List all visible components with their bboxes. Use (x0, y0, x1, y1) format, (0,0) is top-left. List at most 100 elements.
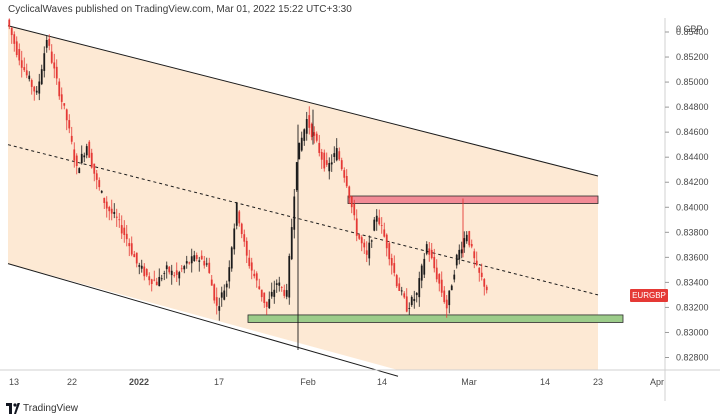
candle-body (395, 275, 398, 287)
candle-body (300, 137, 303, 151)
price-tick-label: 0.83000 (676, 327, 709, 337)
candle-body (183, 266, 186, 270)
candle-body (110, 208, 113, 214)
candle-body (433, 256, 436, 269)
candle-body (350, 196, 353, 208)
price-tick-label: 0.82800 (676, 353, 709, 363)
brand-label: TradingView (23, 402, 79, 414)
candle-body (295, 162, 298, 191)
candle-body (458, 249, 461, 260)
candle-body (188, 262, 191, 264)
candle-body (38, 81, 41, 94)
candle-body (25, 70, 28, 76)
candle-body (265, 301, 268, 307)
candle-body (333, 153, 336, 157)
candle-body (115, 216, 118, 218)
candle-body (120, 225, 123, 234)
price-tick-label: 0.85200 (676, 52, 709, 62)
candle-body (465, 234, 468, 242)
candle-body (140, 265, 143, 269)
candle-body (345, 176, 348, 187)
resistance-zone[interactable] (347, 195, 599, 204)
tradingview-logo-icon (6, 402, 20, 414)
candle-body (418, 278, 421, 298)
candle-body (173, 275, 176, 277)
candle-body (143, 266, 146, 277)
candle-body (63, 103, 66, 106)
candle-body (308, 115, 311, 128)
candle-body (220, 292, 223, 298)
candle-body (408, 308, 411, 309)
candle-body (290, 227, 293, 260)
candle-body (18, 49, 21, 61)
candle-body (85, 146, 88, 156)
price-axis[interactable]: 0.85400 0.85200 0.85000 0.84800 0.84600 0.844… (665, 27, 709, 363)
candle-body (213, 284, 216, 301)
candle-body (238, 211, 241, 224)
time-axis[interactable]: 13 22 2022 17 Feb 14 Mar 14 23 Apr (9, 377, 664, 387)
candle-body (313, 132, 316, 136)
candle-body (48, 38, 51, 46)
candle-body (125, 233, 128, 240)
candle-body (375, 215, 378, 222)
candle-body (273, 289, 276, 297)
support-zone[interactable] (247, 314, 624, 323)
candle-body (80, 153, 83, 164)
time-tick-label: Feb (300, 377, 316, 387)
candle-body (468, 231, 471, 246)
candle-body (320, 152, 323, 160)
candle-body (430, 249, 433, 259)
footer-brand[interactable]: TradingView (6, 400, 78, 416)
candle-body (60, 94, 63, 102)
candle-body (43, 53, 46, 71)
candle-body (483, 279, 486, 287)
candle-body (178, 272, 181, 279)
candle-body (235, 202, 238, 226)
channel-upper-line[interactable] (7, 25, 599, 177)
candle-body (455, 254, 458, 266)
time-tick-label: Apr (650, 377, 664, 387)
candle-body (135, 252, 138, 264)
candle-body (445, 299, 448, 309)
candle-body (280, 287, 283, 288)
candle-body (278, 282, 281, 286)
price-tick-label: 0.83200 (676, 302, 709, 312)
candle-body (130, 243, 133, 255)
channel-lower-line[interactable] (7, 263, 399, 377)
candle-body (370, 240, 373, 242)
candle-body (90, 152, 93, 168)
symbol-price-badge: EURGBP (630, 289, 668, 302)
candle-body (388, 243, 391, 260)
candle-body (68, 120, 71, 129)
price-tick-label: 0.84200 (676, 177, 709, 187)
candle-body (28, 75, 31, 80)
candle-body (185, 261, 188, 264)
candle-body (15, 41, 18, 56)
candle-body (128, 243, 131, 247)
candle-body (195, 255, 198, 259)
candle-body (270, 291, 273, 297)
candle-body (75, 155, 78, 167)
candle-body (355, 218, 358, 236)
candle-body (170, 270, 173, 276)
candle-body (260, 289, 263, 298)
candle-body (383, 229, 386, 237)
candle-body (485, 286, 488, 291)
candle-body (218, 306, 221, 311)
candle-body (190, 256, 193, 264)
price-chart[interactable]: 0 GBP 0.85400 0.85200 0.85000 0.84800 0.8460… (0, 18, 720, 401)
candle-body (73, 149, 76, 161)
candle-body (410, 296, 413, 306)
candle-body (293, 196, 296, 230)
chart-area[interactable]: 0 GBP 0.85400 0.85200 0.85000 0.84800 0.8460… (0, 18, 720, 401)
candle-body (415, 292, 418, 296)
candle-body (58, 81, 61, 97)
candle-body (248, 257, 251, 267)
candle-body (233, 228, 236, 250)
candle-body (365, 250, 368, 255)
candle-body (288, 255, 291, 298)
candle-body (23, 67, 26, 71)
candle-body (378, 217, 381, 225)
candle-body (268, 299, 271, 309)
candle-body (478, 267, 481, 273)
